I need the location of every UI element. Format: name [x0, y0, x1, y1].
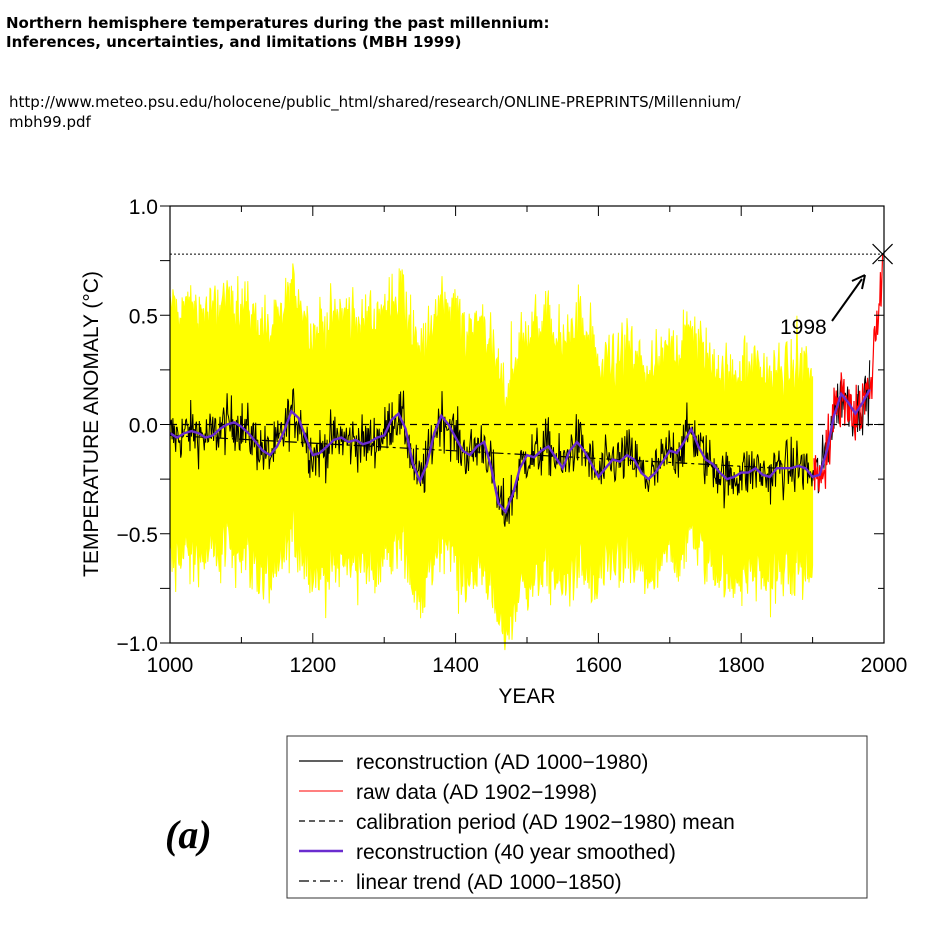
y-tick-label: 0.5: [129, 305, 158, 328]
legend: reconstruction (AD 1000−1980) raw data (A…: [299, 751, 735, 894]
panel-label: (a): [165, 812, 212, 857]
y-axis-ticks: 1.0 0.5 0.0 −0.5 −1.0: [117, 196, 884, 656]
x-tick-label: 1600: [575, 654, 622, 677]
marker-1998-x: [872, 243, 893, 265]
smoothed-reconstruction-line: [169, 388, 871, 515]
annotation-1998: 1998: [780, 316, 827, 339]
y-axis-label: TEMPERATURE ANOMALY (°C): [80, 271, 103, 577]
x-tick-label: 1000: [147, 654, 194, 677]
page-title-line1: Northern hemisphere temperatures during …: [6, 14, 550, 32]
y-tick-label: 1.0: [129, 196, 158, 219]
legend-box: [286, 735, 868, 899]
page-title-line2: Inferences, uncertainties, and limitatio…: [6, 33, 462, 51]
x-tick-label: 1200: [289, 654, 336, 677]
y-tick-label: 0.0: [129, 415, 158, 438]
y-tick-label: −0.5: [117, 524, 158, 547]
legend-item: calibration period (AD 1902−1980) mean: [299, 811, 735, 834]
x-tick-label: 1800: [718, 654, 765, 677]
legend-item: reconstruction (AD 1000−1980): [299, 751, 648, 774]
legend-label: calibration period (AD 1902−1980) mean: [356, 811, 735, 834]
raw-data-line: [813, 254, 884, 492]
legend-item: reconstruction (40 year smoothed): [299, 841, 676, 864]
x-axis-ticks: 1000 1200 1400 1600 1800 2000: [147, 206, 908, 677]
x-tick-label: 1400: [432, 654, 479, 677]
raw-data-series: [813, 254, 884, 492]
legend-item: linear trend (AD 1000−1850): [299, 871, 622, 894]
source-url-line2[interactable]: mbh99.pdf: [9, 113, 91, 131]
legend-label: reconstruction (AD 1000−1980): [356, 751, 648, 774]
marker-stroke: [872, 243, 893, 265]
x-axis-label: YEAR: [498, 685, 555, 708]
source-url-line1[interactable]: http://www.meteo.psu.edu/holocene/public…: [9, 93, 741, 111]
legend-item: raw data (AD 1902−1998): [299, 781, 597, 804]
annotation-arrow: [831, 274, 866, 322]
legend-label: reconstruction (40 year smoothed): [356, 841, 676, 864]
x-tick-label: 2000: [861, 654, 908, 677]
y-tick-label: −1.0: [117, 633, 158, 656]
legend-label: raw data (AD 1902−1998): [356, 781, 597, 804]
legend-label: linear trend (AD 1000−1850): [356, 871, 622, 894]
